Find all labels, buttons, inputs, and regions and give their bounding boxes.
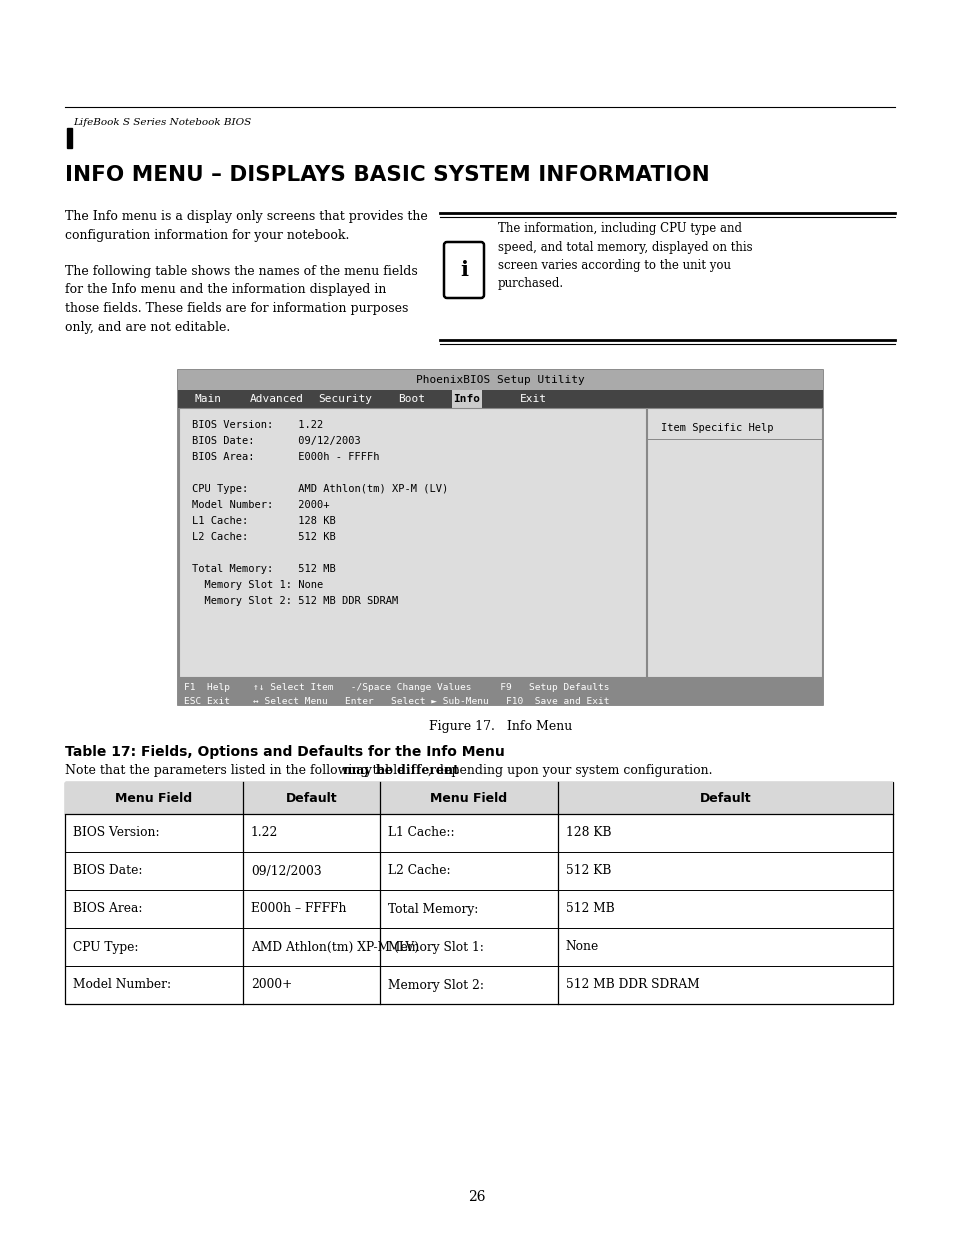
Text: 512 MB: 512 MB xyxy=(565,903,614,915)
Text: Model Number:    2000+: Model Number: 2000+ xyxy=(192,500,329,510)
Text: Advanced: Advanced xyxy=(250,394,304,404)
Text: F1  Help    ↑↓ Select Item   -/Space Change Values     F9   Setup Defaults: F1 Help ↑↓ Select Item -/Space Change Va… xyxy=(184,683,609,692)
Text: INFO MENU – DISPLAYS BASIC SYSTEM INFORMATION: INFO MENU – DISPLAYS BASIC SYSTEM INFORM… xyxy=(65,165,709,185)
Text: Total Memory:    512 MB: Total Memory: 512 MB xyxy=(192,564,335,574)
Text: i: i xyxy=(459,261,468,280)
Bar xyxy=(67,128,71,148)
Text: Memory Slot 1: None: Memory Slot 1: None xyxy=(192,580,323,590)
Text: Memory Slot 2: 512 MB DDR SDRAM: Memory Slot 2: 512 MB DDR SDRAM xyxy=(192,597,397,606)
Text: 128 KB: 128 KB xyxy=(565,826,611,840)
Text: Note that the parameters listed in the following table: Note that the parameters listed in the f… xyxy=(65,764,408,777)
Text: Total Memory:: Total Memory: xyxy=(387,903,477,915)
Text: 09/12/2003: 09/12/2003 xyxy=(251,864,321,878)
Text: Security: Security xyxy=(317,394,372,404)
Text: BIOS Version:: BIOS Version: xyxy=(73,826,159,840)
Text: BIOS Date:       09/12/2003: BIOS Date: 09/12/2003 xyxy=(192,436,360,446)
Bar xyxy=(646,408,821,677)
Bar xyxy=(179,408,645,677)
Text: L2 Cache:        512 KB: L2 Cache: 512 KB xyxy=(192,532,335,542)
Text: Memory Slot 1:: Memory Slot 1: xyxy=(387,941,483,953)
Text: Menu Field: Menu Field xyxy=(430,792,507,804)
Text: E000h – FFFFh: E000h – FFFFh xyxy=(251,903,346,915)
Text: AMD Athlon(tm) XP-M (LV): AMD Athlon(tm) XP-M (LV) xyxy=(251,941,418,953)
Text: Figure 17.   Info Menu: Figure 17. Info Menu xyxy=(429,720,572,734)
Text: ESC Exit    ↔ Select Menu   Enter   Select ► Sub-Menu   F10  Save and Exit: ESC Exit ↔ Select Menu Enter Select ► Su… xyxy=(184,697,609,706)
Text: may be different: may be different xyxy=(342,764,458,777)
Text: Exit: Exit xyxy=(519,394,546,404)
Text: 2000+: 2000+ xyxy=(251,978,292,992)
Text: 512 MB DDR SDRAM: 512 MB DDR SDRAM xyxy=(565,978,699,992)
Bar xyxy=(178,390,822,408)
Text: Info: Info xyxy=(453,394,480,404)
Text: , depending upon your system configuration.: , depending upon your system configurati… xyxy=(427,764,711,777)
Text: BIOS Area:       E000h - FFFFh: BIOS Area: E000h - FFFFh xyxy=(192,452,379,462)
Text: 512 KB: 512 KB xyxy=(565,864,610,878)
Text: Memory Slot 2:: Memory Slot 2: xyxy=(387,978,483,992)
Bar xyxy=(65,782,892,814)
Text: The Info menu is a display only screens that provides the
configuration informat: The Info menu is a display only screens … xyxy=(65,210,427,242)
Bar xyxy=(178,370,822,705)
Bar xyxy=(178,677,822,705)
Text: Table 17: Fields, Options and Defaults for the Info Menu: Table 17: Fields, Options and Defaults f… xyxy=(65,745,504,760)
Bar xyxy=(178,370,822,390)
Text: The information, including CPU type and
speed, and total memory, displayed on th: The information, including CPU type and … xyxy=(497,222,752,290)
Text: Main: Main xyxy=(194,394,222,404)
Text: Item Specific Help: Item Specific Help xyxy=(659,424,772,433)
Text: Boot: Boot xyxy=(397,394,424,404)
FancyBboxPatch shape xyxy=(443,242,483,298)
Text: BIOS Version:    1.22: BIOS Version: 1.22 xyxy=(192,420,323,430)
Text: CPU Type:        AMD Athlon(tm) XP-M (LV): CPU Type: AMD Athlon(tm) XP-M (LV) xyxy=(192,484,448,494)
Text: L1 Cache::: L1 Cache:: xyxy=(387,826,454,840)
Text: BIOS Area:: BIOS Area: xyxy=(73,903,142,915)
Text: CPU Type:: CPU Type: xyxy=(73,941,138,953)
Text: Model Number:: Model Number: xyxy=(73,978,171,992)
Text: Default: Default xyxy=(285,792,336,804)
Text: L1 Cache:        128 KB: L1 Cache: 128 KB xyxy=(192,516,335,526)
Text: Menu Field: Menu Field xyxy=(115,792,193,804)
Bar xyxy=(452,390,481,408)
Text: LifeBook S Series Notebook BIOS: LifeBook S Series Notebook BIOS xyxy=(73,119,251,127)
Text: Default: Default xyxy=(699,792,750,804)
Text: BIOS Date:: BIOS Date: xyxy=(73,864,142,878)
Text: 26: 26 xyxy=(468,1191,485,1204)
Text: 1.22: 1.22 xyxy=(251,826,278,840)
Text: The following table shows the names of the menu fields
for the Info menu and the: The following table shows the names of t… xyxy=(65,266,417,333)
Text: PhoenixBIOS Setup Utility: PhoenixBIOS Setup Utility xyxy=(416,375,584,385)
Text: L2 Cache:: L2 Cache: xyxy=(387,864,450,878)
Bar xyxy=(65,782,892,1004)
Text: None: None xyxy=(565,941,598,953)
